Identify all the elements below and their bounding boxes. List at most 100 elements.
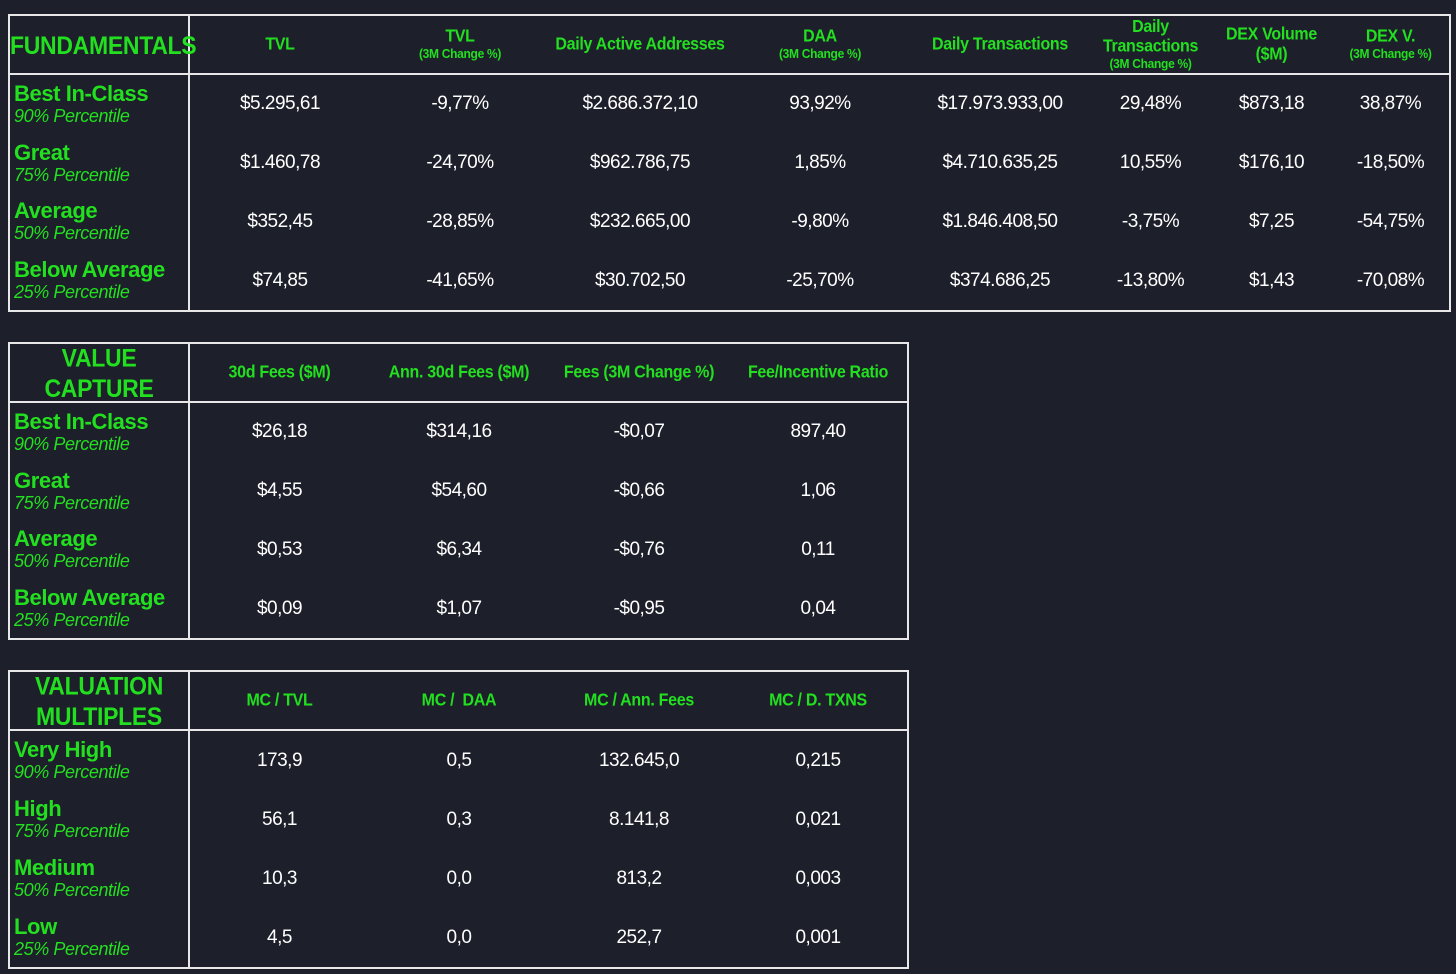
table-row: Low 25% Percentile 4,5 0,0 252,7 0,001 — [10, 908, 907, 967]
column-header: MC / Ann. Fees — [549, 669, 729, 735]
column-header: Daily Transactions — [910, 13, 1090, 79]
row-label: Below Average 25% Percentile — [10, 251, 190, 310]
value-capture-grid: VALUE CAPTURE 30d Fees ($M) Ann. 30d Fee… — [10, 341, 907, 638]
table-cell: 93,92% — [789, 93, 851, 115]
table-cell: 0,04 — [800, 597, 836, 619]
column-header: MC / DAA — [369, 669, 549, 735]
row-label: High 75% Percentile — [10, 790, 190, 850]
table-cell: $1.846.408,50 — [942, 210, 1058, 232]
table-cell: $30.702,50 — [594, 269, 686, 291]
table-cell: $17.973.933,00 — [937, 93, 1063, 115]
row-label: Average 50% Percentile — [10, 520, 190, 580]
table-cell: $26,18 — [251, 421, 308, 443]
row-label: Very High 90% Percentile — [10, 730, 190, 791]
table-cell: $314,16 — [426, 421, 492, 443]
table-cell: $1,07 — [436, 597, 482, 619]
table-cell: $1.460,78 — [239, 152, 321, 174]
table-cell: 56,1 — [262, 808, 297, 830]
table-cell: 0,0 — [446, 867, 472, 889]
row-label: Average 50% Percentile — [10, 192, 190, 252]
table-row: Below Average 25% Percentile $74,85 -41,6… — [10, 251, 1449, 310]
table-cell: -28,85% — [426, 210, 494, 232]
table-cell: 10,55% — [1119, 152, 1182, 174]
table-cell: 1,06 — [800, 480, 836, 502]
table-cell: 0,001 — [795, 926, 841, 948]
table-cell: -18,50% — [1356, 152, 1425, 174]
table-cell: 4,5 — [267, 926, 292, 948]
table-cell: $873,18 — [1238, 93, 1305, 115]
table-row: Great 75% Percentile $1.460,78 -24,70% $9… — [10, 133, 1449, 193]
column-header: DAA (3M Change %) — [730, 13, 910, 79]
table-cell: $176,10 — [1238, 152, 1305, 174]
row-label: Medium 50% Percentile — [10, 849, 190, 909]
column-header: TVL (3M Change %) — [370, 13, 550, 79]
row-label: Best In-Class 90% Percentile — [10, 402, 190, 462]
table-row: Best In-Class 90% Percentile $26,18 $314,… — [10, 402, 907, 462]
row-label: Low 25% Percentile — [10, 908, 190, 967]
table-cell: -9,80% — [791, 210, 849, 232]
column-header: Fee/Incentive Ratio — [729, 341, 907, 406]
table-cell: $374.686,25 — [949, 269, 1051, 291]
table-row: Great 75% Percentile $4,55 $54,60 -$0,66 … — [10, 461, 907, 521]
table-cell: 0,11 — [801, 538, 835, 560]
table-cell: -25,70% — [786, 269, 854, 291]
table-cell: $962.786,75 — [589, 152, 691, 174]
table-cell: 173,9 — [256, 749, 303, 771]
column-header: DEX Volume ($M) — [1211, 13, 1332, 79]
column-header: 30d Fees ($M) — [189, 341, 369, 406]
table-cell: 0,215 — [795, 749, 841, 771]
table-cell: $1,43 — [1248, 269, 1295, 291]
table-cell: -24,70% — [426, 152, 494, 174]
table-cell: 8.141,8 — [609, 808, 669, 830]
table-cell: $6,34 — [436, 538, 482, 560]
table-row: Average 50% Percentile $352,45 -28,85% $2… — [10, 192, 1449, 252]
row-label: Below Average 25% Percentile — [10, 579, 190, 638]
table-cell: 29,48% — [1119, 93, 1182, 115]
table-cell: 0,021 — [795, 808, 841, 830]
table-cell: -$0,76 — [613, 538, 665, 560]
column-header: Ann. 30d Fees ($M) — [369, 341, 549, 406]
column-header: Fees (3M Change %) — [549, 341, 729, 406]
table-cell: 132.645,0 — [598, 749, 680, 771]
table-cell: $352,45 — [247, 210, 313, 232]
column-header: Daily Transactions (3M Change %) — [1090, 13, 1211, 79]
table-cell: 897,40 — [790, 421, 846, 443]
valuation-multiples-grid: VALUATION MULTIPLES MC / TVL MC / DAA MC… — [10, 669, 907, 967]
table-cell: $7,25 — [1248, 210, 1295, 232]
table-cell: 1,85% — [794, 152, 846, 174]
table-cell: -3,75% — [1121, 210, 1180, 232]
table-cell: -13,80% — [1116, 269, 1185, 291]
table-cell: -70,08% — [1356, 269, 1425, 291]
table-cell: $74,85 — [252, 269, 308, 291]
table-cell: 38,87% — [1359, 93, 1422, 115]
table-cell: 0,3 — [446, 808, 472, 830]
table-cell: -41,65% — [426, 269, 494, 291]
table-cell: 0,5 — [446, 749, 472, 771]
table-row: Very High 90% Percentile 173,9 0,5 132.64… — [10, 730, 907, 791]
table-cell: -9,77% — [431, 93, 489, 115]
table-cell: $0,53 — [256, 538, 303, 560]
row-label: Best In-Class 90% Percentile — [10, 74, 190, 134]
table-cell: $0,09 — [256, 597, 303, 619]
column-header: MC / D. TXNS — [729, 669, 907, 735]
table-cell: -54,75% — [1356, 210, 1425, 232]
table-row: High 75% Percentile 56,1 0,3 8.141,8 0,02… — [10, 790, 907, 850]
fundamentals-grid: FUNDAMENTALS TVL TVL (3M Change %) Daily … — [10, 13, 1449, 310]
table-cell: -$0,95 — [613, 597, 665, 619]
table-row: Medium 50% Percentile 10,3 0,0 813,2 0,00… — [10, 849, 907, 909]
table-title: FUNDAMENTALS — [10, 13, 197, 79]
table-cell: -$0,66 — [613, 480, 665, 502]
table-cell: $54,60 — [431, 480, 487, 502]
fundamentals-table: FUNDAMENTALS TVL TVL (3M Change %) Daily … — [8, 13, 1451, 312]
table-cell: 0,0 — [446, 926, 472, 948]
table-cell: 813,2 — [616, 867, 662, 889]
table-cell: $5.295,61 — [239, 93, 321, 115]
header-row: VALUATION MULTIPLES MC / TVL MC / DAA MC… — [10, 669, 907, 735]
table-title: VALUE CAPTURE — [10, 341, 190, 406]
table-cell: $4.710.635,25 — [942, 152, 1058, 174]
row-label: Great 75% Percentile — [10, 133, 190, 193]
table-cell: 0,003 — [795, 867, 841, 889]
header-row: VALUE CAPTURE 30d Fees ($M) Ann. 30d Fee… — [10, 341, 907, 406]
table-title: VALUATION MULTIPLES — [10, 669, 190, 735]
value-capture-table: VALUE CAPTURE 30d Fees ($M) Ann. 30d Fee… — [8, 341, 909, 640]
